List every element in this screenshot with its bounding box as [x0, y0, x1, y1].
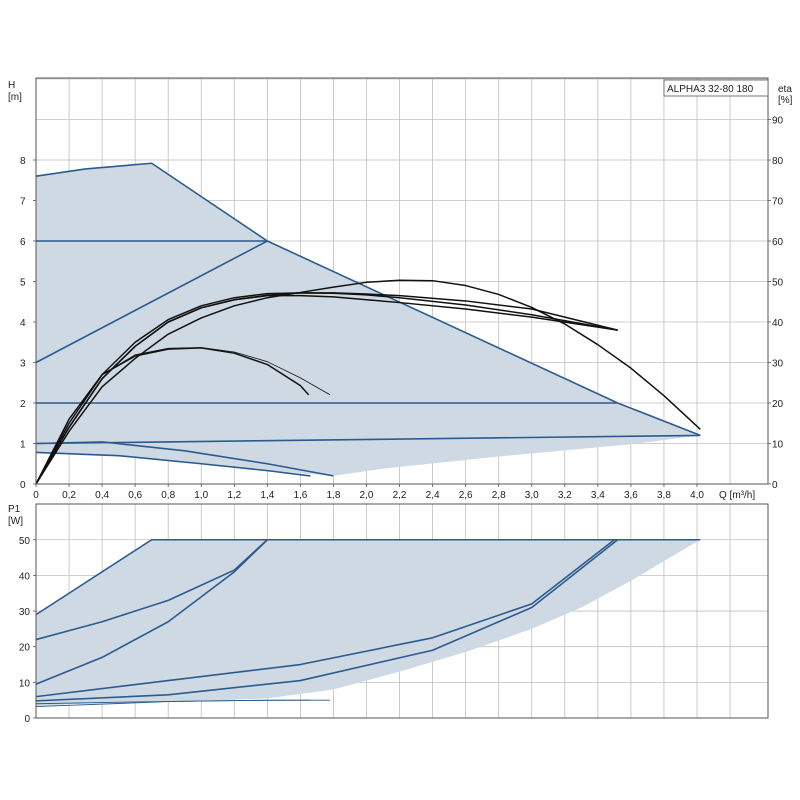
x-tick-label: 2,6	[459, 490, 473, 501]
x-tick-label: 1,8	[326, 490, 340, 501]
y-tick-label: 5	[20, 278, 26, 289]
y-tick-label: 3	[20, 359, 26, 370]
power-curve-1	[35, 539, 268, 641]
y-tick-label: 4	[20, 318, 26, 329]
y2-tick-label: 90	[772, 116, 784, 127]
x-tick-label: 3,8	[657, 490, 671, 501]
chart-title-box	[663, 79, 769, 97]
efficiency-curve-12	[35, 347, 331, 485]
y2-axis-unit-eta: [%]	[778, 95, 793, 106]
y2-tick-label: 80	[772, 156, 784, 167]
p1-tick-label: 10	[19, 678, 31, 689]
x-tick-label: 3,4	[591, 490, 605, 501]
p1-tick-label: 40	[19, 571, 31, 582]
x-tick-label: 1,6	[293, 490, 307, 501]
power-curve-4	[35, 539, 619, 702]
y-tick-label: 8	[20, 156, 26, 167]
y2-tick-label: 60	[772, 237, 784, 248]
x-tick-label: 1,0	[194, 490, 208, 501]
head-curve-4	[35, 434, 701, 445]
x-tick-label: 2,8	[492, 490, 506, 501]
y-axis-label-p1: P1	[8, 504, 21, 515]
power-range-area	[36, 539, 701, 708]
x-tick-label: 2,2	[393, 490, 407, 501]
y-tick-label: 6	[20, 237, 26, 248]
y2-tick-label: 10	[772, 440, 784, 451]
power-curve-0	[35, 538, 701, 616]
x-tick-label: 2,4	[426, 490, 440, 501]
p1-tick-label: 20	[19, 643, 31, 654]
y2-tick-label: 0	[772, 480, 778, 491]
x-tick-label: 3,2	[558, 490, 572, 501]
power-curve-2	[35, 539, 268, 685]
head-curve-0	[35, 162, 701, 437]
x-axis-label: Q [m³/h]	[719, 490, 755, 501]
y-tick-label: 1	[20, 440, 26, 451]
y-tick-label: 7	[20, 197, 26, 208]
operating-range-area	[36, 163, 701, 485]
x-tick-label: 0	[33, 490, 39, 501]
x-tick-label: 2,0	[360, 490, 374, 501]
x-tick-label: 1,2	[227, 490, 241, 501]
y2-tick-label: 40	[772, 318, 784, 329]
y2-tick-label: 30	[772, 359, 784, 370]
x-tick-label: 0,8	[161, 490, 175, 501]
p1-tick-label: 30	[19, 607, 31, 618]
y2-tick-label: 50	[772, 278, 784, 289]
head-curve-2	[35, 240, 268, 364]
x-tick-label: 0,2	[62, 490, 76, 501]
y-axis-unit-p1: [W]	[8, 516, 23, 527]
efficiency-curve-7	[35, 279, 701, 485]
y-axis-label-h: H	[8, 80, 15, 91]
head-curve-6	[35, 451, 311, 477]
x-tick-label: 1,4	[260, 490, 274, 501]
p1-tick-label: 0	[24, 714, 30, 725]
x-tick-label: 0,6	[128, 490, 142, 501]
power-panel: 0 10 20 30 40 50	[19, 503, 769, 725]
x-tick-label: 3,6	[624, 490, 638, 501]
power-curve-3	[35, 539, 615, 698]
y2-tick-label: 20	[772, 399, 784, 410]
chart-title: ALPHA3 32-80 180	[667, 84, 754, 95]
head-curve-5	[35, 441, 334, 477]
efficiency-curve-10	[35, 292, 618, 485]
y2-tick-label: 70	[772, 197, 784, 208]
y-axis-unit-h: [m]	[8, 92, 22, 103]
p1-tick-label: 50	[19, 536, 31, 547]
power-curve-6	[35, 699, 331, 708]
y-tick-label: 0	[20, 480, 26, 491]
x-tick-label: 4,0	[690, 490, 704, 501]
y2-axis-label-eta: eta	[778, 84, 792, 95]
y-tick-label: 2	[20, 399, 26, 410]
x-tick-label: 0,4	[95, 490, 109, 501]
x-tick-label: 3,0	[525, 490, 539, 501]
plot-frame	[35, 77, 769, 485]
